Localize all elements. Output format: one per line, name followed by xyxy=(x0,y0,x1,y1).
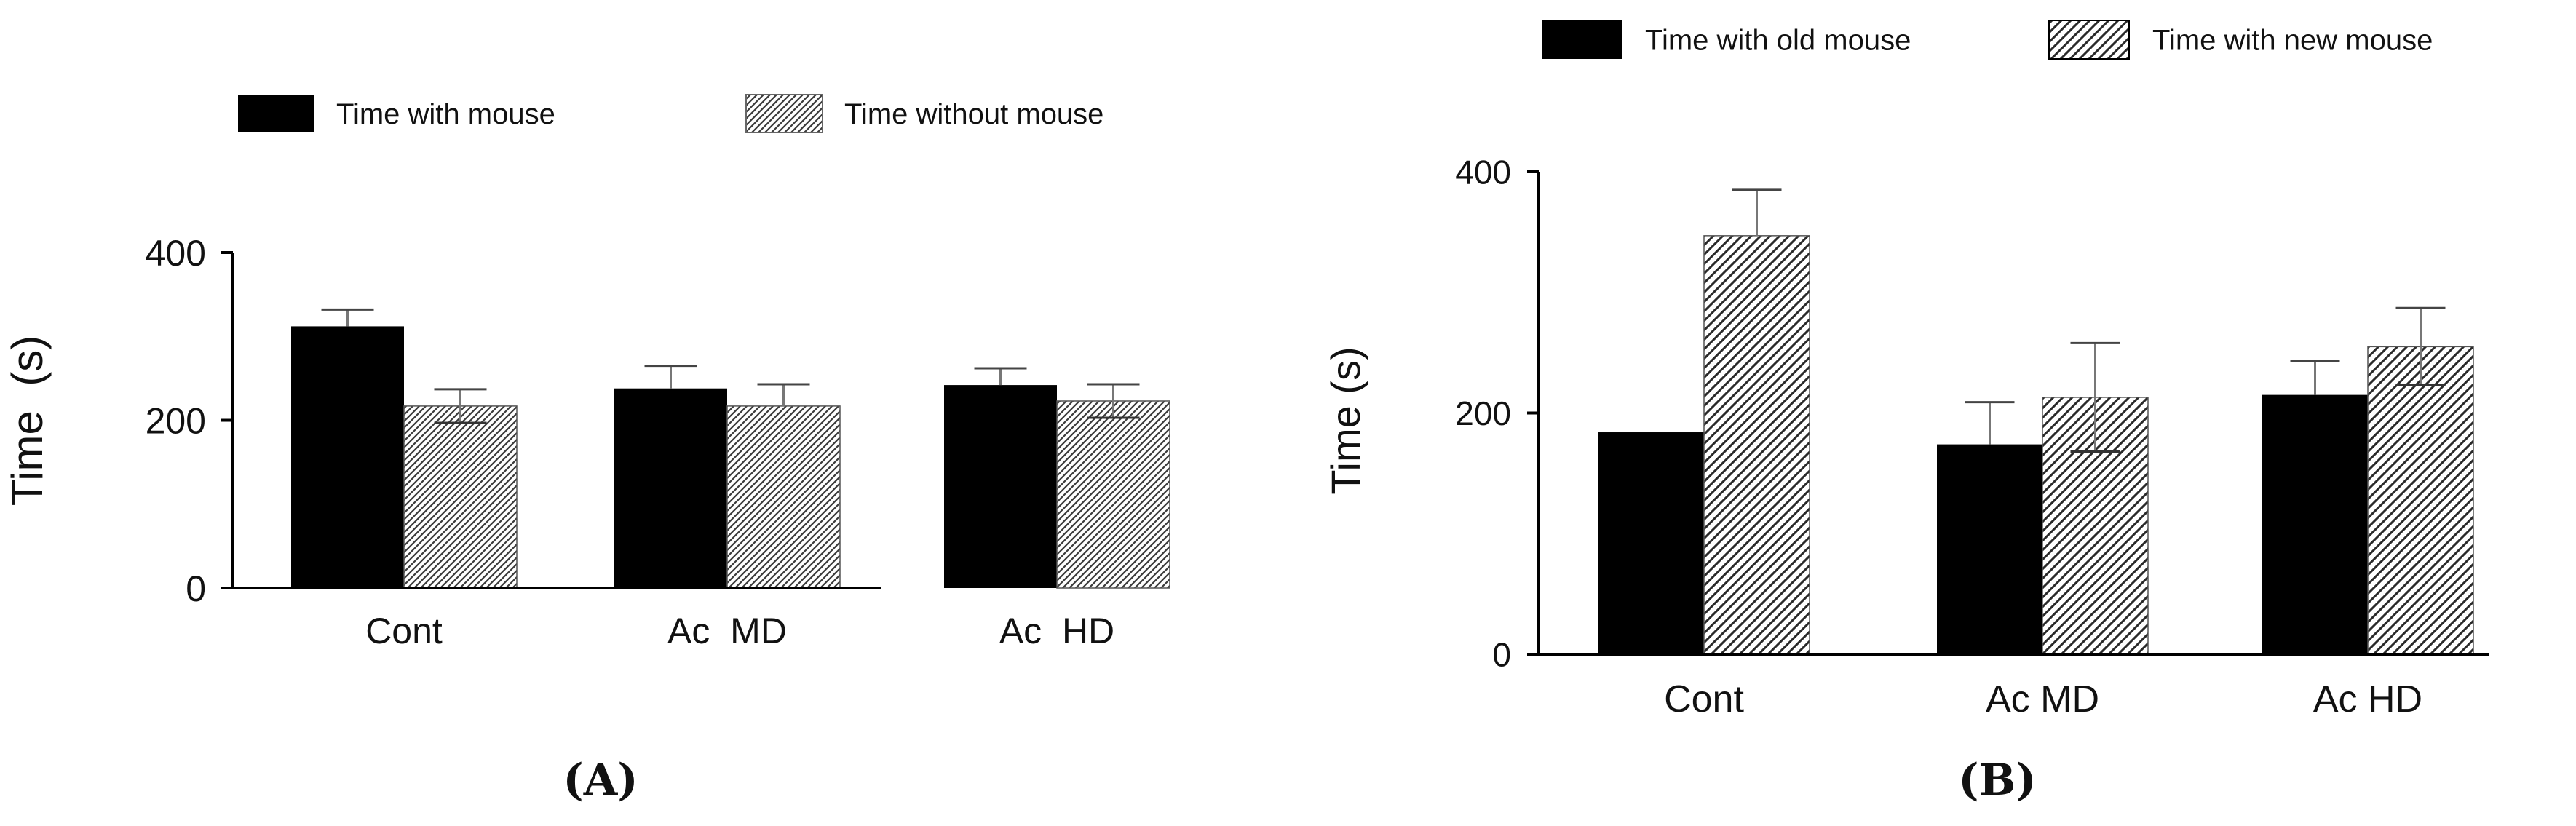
chart-b: Time with old mouse Time with new mouse Co… xyxy=(1323,20,2489,720)
panel-label-b: (B) xyxy=(1958,755,2037,806)
y-axis-title-b: Time (s) xyxy=(1323,346,1368,494)
panel-label-a: (A) xyxy=(563,755,638,806)
chart-a: Time with mouse Time without mouse Cont Ac … xyxy=(3,94,1170,651)
x-tick-label-b-2: Ac HD xyxy=(2313,678,2422,720)
bar-a-s0-c2 xyxy=(944,385,1057,588)
y-tick-label-a-2: 400 xyxy=(146,233,206,274)
legend-label-b-1: Time with new mouse xyxy=(2152,25,2433,57)
bar-b-s0-c1 xyxy=(1937,444,2042,654)
bar-a-s1-c2 xyxy=(1056,400,1170,589)
legend-label-a-0: Time with mouse xyxy=(336,98,555,130)
x-tick-label-a-1: Ac MD xyxy=(667,611,787,651)
bar-b-s1-c0 xyxy=(1703,235,1810,655)
y-tick-label-a-1: 200 xyxy=(146,401,206,442)
legend-swatch-b-0 xyxy=(1542,20,1622,59)
y-tick-label-b-1: 200 xyxy=(1455,394,1511,432)
legend-swatch-a-1 xyxy=(745,94,823,133)
y-axis-title-a: Time (s) xyxy=(3,335,52,506)
x-tick-label-a-2: Ac HD xyxy=(999,611,1114,651)
bar-b-s1-c2 xyxy=(2367,346,2474,655)
bar-a-s1-c1 xyxy=(726,405,841,589)
legend-label-a-1: Time without mouse xyxy=(844,98,1103,130)
x-tick-label-a-0: Cont xyxy=(365,611,443,651)
x-tick-label-b-1: Ac MD xyxy=(1986,678,2099,720)
legend-swatch-a-0 xyxy=(238,95,314,132)
legend-swatch-b-1 xyxy=(2048,20,2130,60)
y-tick-label-b-2: 400 xyxy=(1455,154,1511,191)
bar-a-s1-c0 xyxy=(403,405,518,589)
bar-b-s0-c2 xyxy=(2262,394,2368,654)
bar-a-s0-c0 xyxy=(291,326,404,588)
y-tick-label-a-0: 0 xyxy=(186,568,206,609)
y-tick-label-b-0: 0 xyxy=(1492,636,1511,674)
x-tick-label-b-0: Cont xyxy=(1664,678,1744,720)
legend-label-b-0: Time with old mouse xyxy=(1645,25,1911,57)
bar-b-s0-c0 xyxy=(1598,432,1704,654)
bar-a-s0-c1 xyxy=(614,388,727,588)
